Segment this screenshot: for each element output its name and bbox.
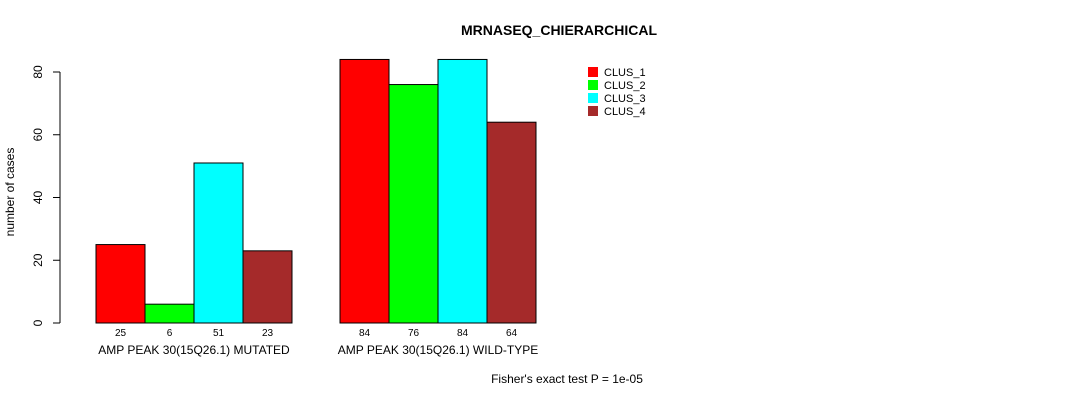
bar-value-label: 51 bbox=[213, 328, 225, 339]
bar-clus-2 bbox=[388, 84, 439, 324]
bar-value-label: 84 bbox=[359, 328, 371, 339]
bar-value-label: 25 bbox=[115, 328, 127, 339]
bar-value-label: 6 bbox=[167, 328, 173, 339]
bar-clus-3 bbox=[437, 58, 488, 324]
legend-label: CLUS_1 bbox=[604, 67, 646, 79]
category-label: AMP PEAK 30(15Q26.1) WILD-TYPE bbox=[338, 343, 539, 357]
bar-value-label: 76 bbox=[408, 328, 420, 339]
y-tick-label: 20 bbox=[31, 253, 45, 267]
legend-swatch bbox=[588, 67, 598, 77]
y-axis: 0 20 40 60 80 bbox=[31, 65, 61, 326]
legend-swatch bbox=[588, 93, 598, 103]
bar-value-label: 23 bbox=[262, 328, 274, 339]
bar-clus-1 bbox=[95, 244, 146, 324]
legend-label: CLUS_2 bbox=[604, 80, 646, 92]
bar-value-label: 84 bbox=[457, 328, 469, 339]
category-label: AMP PEAK 30(15Q26.1) MUTATED bbox=[98, 343, 290, 357]
y-axis-label: number of cases bbox=[3, 148, 17, 237]
bar-clus-1 bbox=[339, 58, 390, 324]
y-tick-label: 0 bbox=[31, 319, 45, 326]
bar-clus-3 bbox=[193, 162, 244, 324]
bar-clus-2 bbox=[144, 303, 195, 324]
chart-title: MRNASEQ_CHIERARCHICAL bbox=[461, 22, 657, 38]
fisher-annotation: Fisher's exact test P = 1e-05 bbox=[491, 372, 643, 386]
bar-value-label: 64 bbox=[506, 328, 518, 339]
bar-clus-4 bbox=[486, 121, 537, 324]
bars: 25 6 51 23 AMP PEAK 30(15Q26.1) MUTATED 84 76 8… bbox=[95, 58, 539, 357]
legend-swatch bbox=[588, 80, 598, 90]
y-tick-label: 40 bbox=[31, 191, 45, 205]
y-tick-label: 80 bbox=[31, 65, 45, 79]
bar-clus-4 bbox=[242, 250, 293, 324]
legend-label: CLUS_4 bbox=[604, 106, 646, 118]
legend-swatch bbox=[588, 106, 598, 116]
legend-label: CLUS_3 bbox=[604, 93, 646, 105]
y-tick-label: 60 bbox=[31, 128, 45, 142]
